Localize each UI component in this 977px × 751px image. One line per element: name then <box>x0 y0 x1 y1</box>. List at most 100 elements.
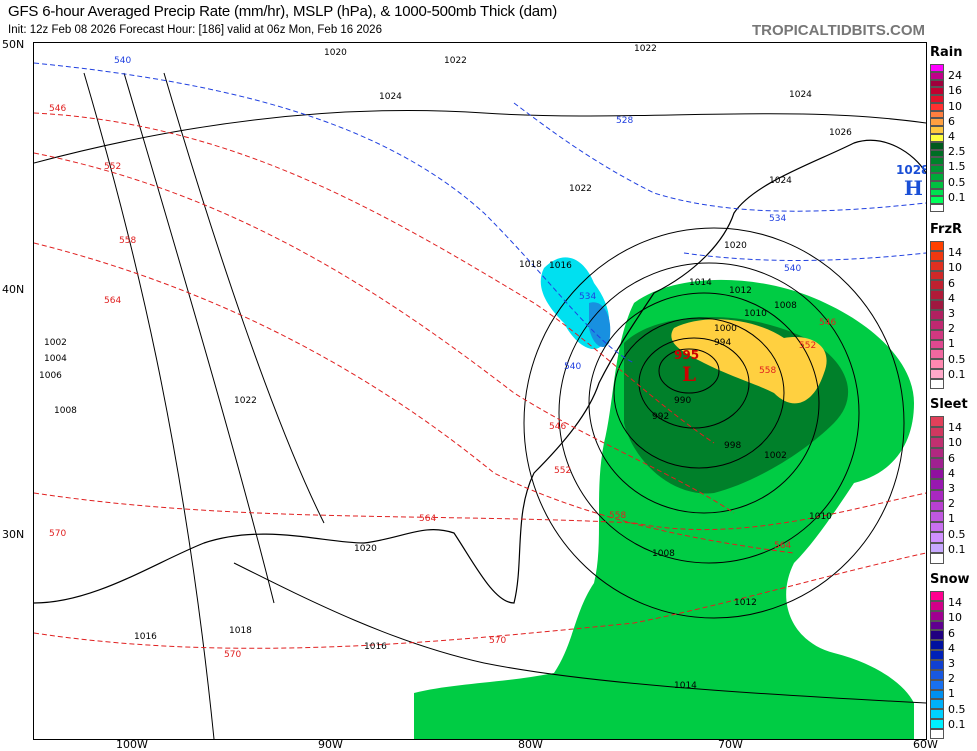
legend-label: 4 <box>948 641 955 655</box>
thickness-lines-red <box>34 112 926 649</box>
legend-swatch <box>930 165 944 173</box>
thickness-label: 528 <box>616 116 633 126</box>
legend-title: Sleet <box>930 397 968 412</box>
legend-label: 3 <box>948 482 955 495</box>
thickness-label: 552 <box>799 341 816 351</box>
legend-swatch <box>930 79 944 88</box>
lat-label: 50N <box>2 38 25 51</box>
legend-label: 0.1 <box>948 717 966 731</box>
isobar-label: 1020 <box>324 48 347 58</box>
legend-swatch <box>930 180 944 189</box>
legend-label: 6 <box>948 626 955 640</box>
legend-swatch <box>930 157 944 166</box>
legend-swatch <box>930 600 944 611</box>
legend-swatch <box>930 610 944 621</box>
legend-frzr: FrzR 14 10 6 4 3 2 1 0.5 0.1 <box>928 222 977 389</box>
thickness-label: 546 <box>549 422 566 432</box>
isobar-label: 992 <box>652 412 669 422</box>
isobar-label: 1012 <box>729 286 752 296</box>
legend-swatch <box>930 640 944 651</box>
legend-label: 0.5 <box>948 702 966 716</box>
legend-label: 2 <box>948 672 955 686</box>
thickness-label: 546 <box>819 318 836 328</box>
isobar-label: 1002 <box>44 338 67 348</box>
legend-swatch <box>930 64 944 72</box>
legend-swatch <box>930 650 944 661</box>
isobar-label: 1024 <box>379 92 402 102</box>
legend-swatch <box>930 339 944 350</box>
lon-label: 70W <box>718 738 743 751</box>
isobar-label: 1016 <box>134 632 157 642</box>
legend-swatch <box>930 630 944 641</box>
legend-swatch <box>930 349 944 360</box>
legend-swatch <box>930 290 944 301</box>
lon-label: 90W <box>318 738 343 751</box>
legend-swatch <box>930 660 944 670</box>
legend-label: 0.1 <box>948 542 966 556</box>
legend-swatch <box>930 87 944 96</box>
thickness-label: 540 <box>564 362 581 372</box>
legend-swatch <box>930 591 944 601</box>
lat-label: 40N <box>2 283 25 296</box>
isobar-label: 1010 <box>809 512 832 522</box>
coastline <box>34 139 926 604</box>
isobar-label: 1010 <box>744 309 767 319</box>
lat-label: 30N <box>2 528 25 541</box>
legend-swatch <box>930 689 944 700</box>
legend-rain: Rain 24 16 10 6 4 2.5 1.5 0.5 0.1 <box>928 45 977 212</box>
thickness-label: 534 <box>579 292 596 302</box>
isobars <box>34 72 926 739</box>
isobar-label: 1014 <box>674 681 697 691</box>
isobar-label: 1016 <box>364 642 387 652</box>
legend-swatch <box>930 110 944 119</box>
legend-swatch <box>930 458 944 469</box>
legend-label: 2 <box>948 497 955 511</box>
thickness-label: 552 <box>104 162 121 172</box>
low-pressure-symbol: L <box>682 362 696 386</box>
legend-swatch <box>930 241 944 251</box>
legend-label: 6 <box>948 276 955 290</box>
snow-area-blue <box>589 302 611 348</box>
isobar-label: 1008 <box>652 549 675 559</box>
isobar-label: 1022 <box>634 44 657 54</box>
legend-label: 14 <box>948 246 962 260</box>
legend-label: 1 <box>948 687 955 701</box>
legend-swatch <box>930 426 944 438</box>
legend-swatch <box>930 172 944 181</box>
legend-swatch <box>930 188 944 197</box>
legend-swatch <box>930 369 944 380</box>
map-subtitle: Init: 12z Feb 08 2026 Forecast Hour: [18… <box>8 24 382 36</box>
isobar-label: 1020 <box>354 544 377 554</box>
low-pressure-value: 995 <box>674 348 699 362</box>
thickness-label: 540 <box>784 264 801 274</box>
isobar-label: 1004 <box>44 354 67 364</box>
legend-swatch <box>930 260 944 271</box>
legend-label: 6 <box>948 114 955 128</box>
thickness-label: 552 <box>554 466 571 476</box>
isobar-label: 1008 <box>54 406 77 416</box>
lon-label: 80W <box>518 738 543 751</box>
legend-swatch <box>930 669 944 680</box>
thickness-label: 558 <box>609 511 626 521</box>
legend-label: 3 <box>948 657 955 670</box>
high-pressure-value: 1028 <box>896 163 926 177</box>
legend-label: 14 <box>948 596 962 610</box>
thickness-label: 564 <box>774 541 791 551</box>
thickness-label: 534 <box>769 214 786 224</box>
legend-swatch <box>930 532 944 543</box>
legend-swatch <box>930 479 944 490</box>
legend-sleet: Sleet 14 10 6 4 3 2 1 0.5 0.1 <box>928 397 977 564</box>
legend-label: 0.1 <box>948 367 966 381</box>
legend-label: 16 <box>948 84 962 98</box>
isobar-label: 998 <box>724 441 741 451</box>
legend-swatch <box>930 511 944 522</box>
legend-label: 10 <box>948 436 962 450</box>
thickness-label: 570 <box>224 650 241 660</box>
legend-swatch <box>930 270 944 281</box>
isobar-label: 1006 <box>39 371 62 381</box>
legend-swatch <box>930 329 944 340</box>
legend-swatch <box>930 709 944 720</box>
legend-label: 6 <box>948 451 955 465</box>
isobar-label: 1020 <box>724 241 747 251</box>
thickness-label: 564 <box>419 514 436 524</box>
